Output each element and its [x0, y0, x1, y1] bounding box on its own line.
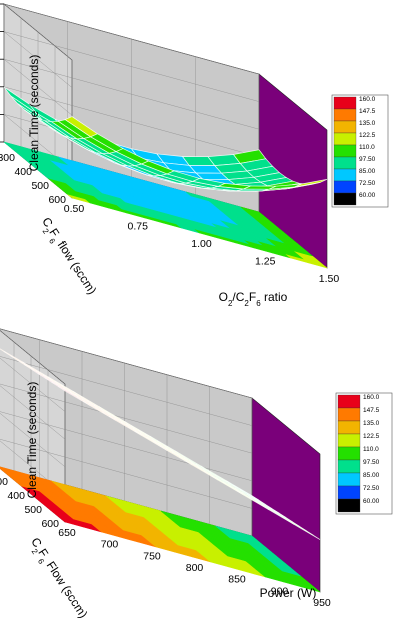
x-tick-label: 1.50: [319, 273, 340, 285]
legend-level-label: 160.0: [363, 394, 380, 401]
x-tick-label: 800: [186, 562, 204, 574]
floor-contour-cell: [240, 206, 265, 217]
x-axis-title: Power (W): [260, 586, 317, 600]
legend-swatch: [337, 407, 361, 422]
y-tick-label: 500: [24, 504, 42, 516]
x-tick-label: 750: [143, 550, 161, 562]
y-tick-label: 400: [14, 166, 32, 178]
legend: 160.0 147.5 135.0 122.5 110.0 97.50 85.00 72.50…: [335, 392, 393, 515]
x-tick-label: 1.00: [191, 238, 212, 250]
legend-swatch: [333, 192, 357, 206]
x-axis-title-part: O: [219, 290, 228, 304]
x-tick-label: 650: [58, 527, 76, 539]
x-tick-label: 700: [101, 539, 119, 551]
x-axis-title-part: /C: [232, 290, 244, 304]
legend-swatch: [333, 156, 357, 170]
legend-level-label: 135.0: [359, 120, 376, 127]
legend: 160.0 147.5 135.0 122.5 110.0 97.50 85.00 72.50…: [331, 94, 389, 208]
legend-swatch: [337, 498, 361, 513]
legend-level-label: 147.5: [359, 108, 376, 115]
legend-swatch: [333, 108, 357, 122]
x-axis-title: O2/C2F6 ratio: [219, 290, 288, 308]
legend-level-label: 72.50: [359, 180, 376, 187]
y-tick-label: 300: [0, 476, 8, 488]
y-axis-title-part: Flow (sccm): [42, 556, 91, 621]
legend-swatch: [337, 485, 361, 500]
legend-swatch: [337, 472, 361, 487]
y-tick-label: 600: [48, 194, 66, 206]
legend-swatch: [337, 420, 361, 435]
legend-level-label: 60.00: [359, 192, 376, 199]
legend-level-label: 60.00: [363, 498, 380, 505]
y-axis-title: C2F6 flow (sccm): [36, 215, 99, 299]
x-tick-label: 0.75: [128, 221, 149, 233]
chart-2: 6080100120140160200300400500600650700750…: [0, 328, 393, 622]
legend-swatch: [337, 446, 361, 461]
x-tick-label: 900: [271, 585, 289, 597]
legend-level-label: 72.50: [363, 485, 380, 492]
legend-level-label: 122.5: [359, 132, 376, 139]
y-axis-title-part: 6: [47, 237, 57, 246]
chart-1: 60801001201401602003004005006000.500.751…: [0, 3, 389, 308]
legend-level-label: 85.00: [363, 472, 380, 479]
x-axis-title-part: 6: [256, 299, 261, 308]
x-axis-title-part: ratio: [261, 290, 288, 304]
x-tick-label: 850: [228, 574, 246, 586]
y-axis-title-part: 2: [30, 547, 40, 556]
legend-swatch: [333, 168, 357, 182]
legend-level-label: 110.0: [359, 144, 375, 151]
legend-swatch: [337, 433, 361, 448]
x-tick-label: 950: [313, 597, 331, 609]
y-tick-label: 300: [0, 152, 15, 164]
legend-swatch: [333, 96, 357, 110]
y-tick-label: 400: [7, 490, 25, 502]
legend-level-label: 97.50: [363, 459, 380, 466]
legend-swatch: [333, 120, 357, 134]
legend-swatch: [337, 459, 361, 474]
surface-patch: [287, 519, 321, 540]
legend-swatch: [333, 180, 357, 194]
legend-level-label: 160.0: [359, 96, 376, 103]
y-tick-label: 600: [41, 518, 59, 530]
legend-swatch: [337, 394, 361, 409]
legend-level-label: 122.5: [363, 433, 380, 440]
legend-level-label: 97.50: [359, 156, 376, 163]
x-axis-title-part: Power (W): [260, 586, 317, 600]
legend-level-label: 110.0: [363, 446, 379, 453]
legend-level-label: 85.00: [359, 168, 376, 175]
x-axis-title-part: 2: [228, 299, 233, 308]
z-axis-title: Clean Time (seconds): [25, 382, 39, 499]
x-axis-title-part: F: [249, 290, 256, 304]
y-axis-title-part: 2: [41, 227, 51, 236]
x-tick-label: 1.25: [255, 256, 276, 268]
y-axis-title-part: 6: [36, 557, 46, 566]
legend-level-label: 147.5: [363, 407, 380, 414]
z-axis-title: Clean Time (seconds): [27, 55, 41, 172]
y-axis-title: C2F6 Flow (sccm): [25, 535, 90, 622]
legend-swatch: [333, 132, 357, 146]
surface-patch: [294, 178, 328, 188]
legend-swatch: [333, 144, 357, 158]
y-axis-title-part: flow (sccm): [53, 236, 100, 297]
y-tick-label: 500: [31, 180, 49, 192]
x-tick-label: 0.50: [64, 203, 85, 215]
legend-level-label: 135.0: [363, 420, 380, 427]
x-axis-title-part: 2: [244, 299, 249, 308]
floor-contour-cell: [233, 530, 258, 541]
